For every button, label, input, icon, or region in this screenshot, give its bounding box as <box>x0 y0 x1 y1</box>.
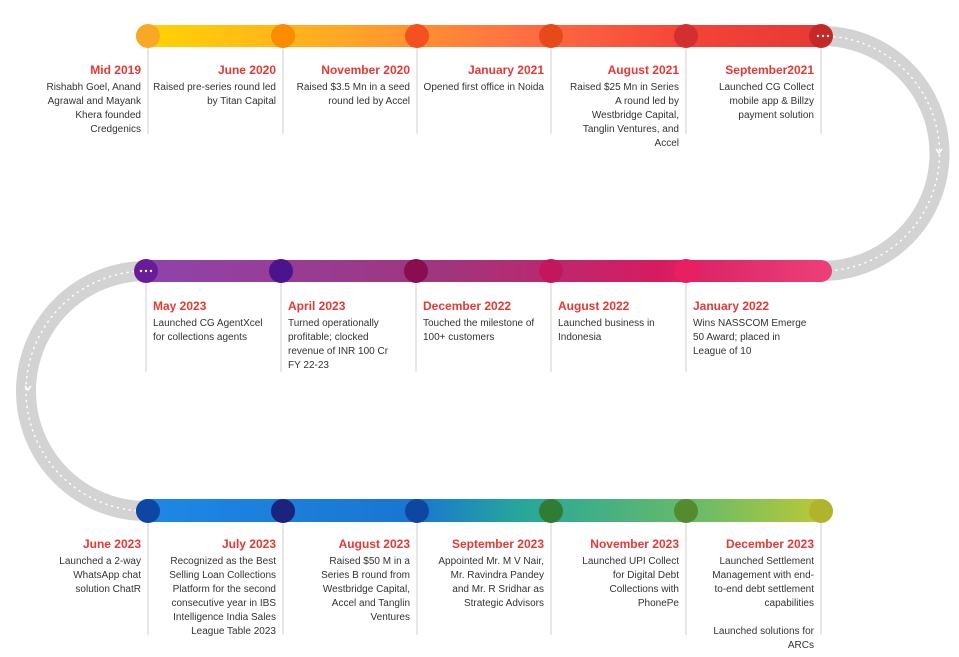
milestone-date: June 2020 <box>217 63 276 77</box>
left-curve <box>16 261 147 521</box>
milestone-2-4: November 2023 Launched UPI Collect for Di… <box>569 536 686 611</box>
milestone-dot <box>136 24 160 48</box>
milestone-date: June 2023 <box>82 537 141 551</box>
milestone-2-3: September 2023 Appointed Mr. M V Nair, Mr… <box>438 536 551 611</box>
milestone-description: Touched the milestone of 100+ customers <box>423 318 535 343</box>
timeline-bar-row-2 <box>136 260 832 282</box>
milestone-dot <box>539 499 563 523</box>
milestone-dot <box>405 24 429 48</box>
milestone-dot <box>405 499 429 523</box>
milestone-2-1: July 2023 Recognized as the Best Selling … <box>156 536 283 639</box>
milestone-dot <box>404 259 428 283</box>
milestone-description: Raised $50 M in a Series B round from We… <box>321 556 410 623</box>
milestone-date: August 2022 <box>558 299 630 313</box>
milestone-date: September 2023 <box>451 537 544 551</box>
milestone-dot <box>674 24 698 48</box>
left-curve-dots <box>25 270 147 512</box>
milestone-dot <box>269 259 293 283</box>
milestone-description: Opened first office in Noida <box>423 82 544 93</box>
milestone-date: July 2023 <box>221 537 276 551</box>
milestone-1-0: May 2023 Launched CG AgentXcel for collec… <box>146 298 263 345</box>
milestone-1-2: December 2022 Touched the milestone of 10… <box>416 298 543 345</box>
milestone-date: November 2023 <box>590 537 679 551</box>
milestone-description: Rishabh Goel, Anand Agrawal and Mayank K… <box>46 82 141 135</box>
right-curve <box>821 26 950 281</box>
milestone-description: Launched business in Indonesia <box>558 318 655 343</box>
milestone-0-2: November 2020 Raised $3.5 Mn in a seed ro… <box>284 62 417 109</box>
milestone-description: Launched a 2-way WhatsApp chat solution … <box>59 556 141 595</box>
chevron-down-icon <box>935 148 943 155</box>
milestone-1-4: January 2022 Wins NASSCOM Emerge 50 Award… <box>686 298 811 359</box>
milestone-date: Mid 2019 <box>90 63 141 77</box>
milestone-0-5: September2021 Launched CG Collect mobile … <box>698 62 821 123</box>
milestone-description: Raised $25 Mn in Series A round led by W… <box>570 82 679 149</box>
milestone-date: September2021 <box>725 63 814 77</box>
milestone-0-4: August 2021 Raised $25 Mn in Series A rou… <box>567 62 686 151</box>
milestone-2-5: December 2023 Launched Settlement Managem… <box>710 536 821 653</box>
timeline-bar-row-3 <box>136 499 832 522</box>
milestone-1-3: August 2022 Launched business in Indonesi… <box>551 298 678 345</box>
milestone-dot <box>271 499 295 523</box>
milestone-dot <box>271 24 295 48</box>
milestone-dot <box>809 499 833 523</box>
milestone-description: Raised pre-series round led by Titan Cap… <box>153 82 276 107</box>
milestone-date: January 2021 <box>467 63 544 77</box>
milestone-dot <box>136 499 160 523</box>
milestone-description: Launched CG AgentXcel for collections ag… <box>153 318 263 343</box>
milestone-description: Raised $3.5 Mn in a seed round led by Ac… <box>296 82 410 107</box>
milestone-date: November 2020 <box>321 63 410 77</box>
milestone-0-0: Mid 2019 Rishabh Goel, Anand Agrawal and … <box>33 62 148 137</box>
right-curve-dots <box>821 35 941 272</box>
milestone-2-0: June 2023 Launched a 2-way WhatsApp chat … <box>37 536 148 597</box>
milestone-dot <box>674 499 698 523</box>
milestone-date: August 2021 <box>607 63 679 77</box>
milestone-dot <box>674 259 698 283</box>
milestone-0-3: January 2021 Opened first office in Noida <box>418 62 551 95</box>
milestone-description: Launched Settlement Management with end-… <box>712 556 814 609</box>
milestone-description: Turned operationally profitable; clocked… <box>288 318 389 371</box>
milestone-description: Appointed Mr. M V Nair, Mr. Ravindra Pan… <box>438 556 544 609</box>
milestone-date: December 2022 <box>423 299 512 313</box>
milestone-date: April 2023 <box>288 299 346 313</box>
milestone-dot <box>539 259 563 283</box>
milestone-date: December 2023 <box>725 537 814 551</box>
timeline-bar-row-1 <box>136 25 832 47</box>
milestone-description: Launched CG Collect mobile app & Billzy … <box>718 82 814 121</box>
milestone-date: January 2022 <box>693 299 770 313</box>
milestone-1-1: April 2023 Turned operationally profitabl… <box>281 298 398 373</box>
milestone-dot <box>809 24 833 48</box>
chevron-down-icon <box>24 385 32 392</box>
milestone-description: Recognized as the Best Selling Loan Coll… <box>169 556 276 637</box>
milestone-description: Wins NASSCOM Emerge 50 Award; placed in … <box>693 318 807 357</box>
milestone-date: May 2023 <box>153 299 207 313</box>
milestone-date: August 2023 <box>338 537 410 551</box>
milestone-description: Launched UPI Collect for Digital Debt Co… <box>582 556 679 609</box>
milestone-0-1: June 2020 Raised pre-series round led by … <box>150 62 283 109</box>
milestone-dot <box>539 24 563 48</box>
milestone-2-2: August 2023 Raised $50 M in a Series B ro… <box>312 536 417 625</box>
milestone-description-extra: Launched solutions for ARCs <box>713 626 814 651</box>
